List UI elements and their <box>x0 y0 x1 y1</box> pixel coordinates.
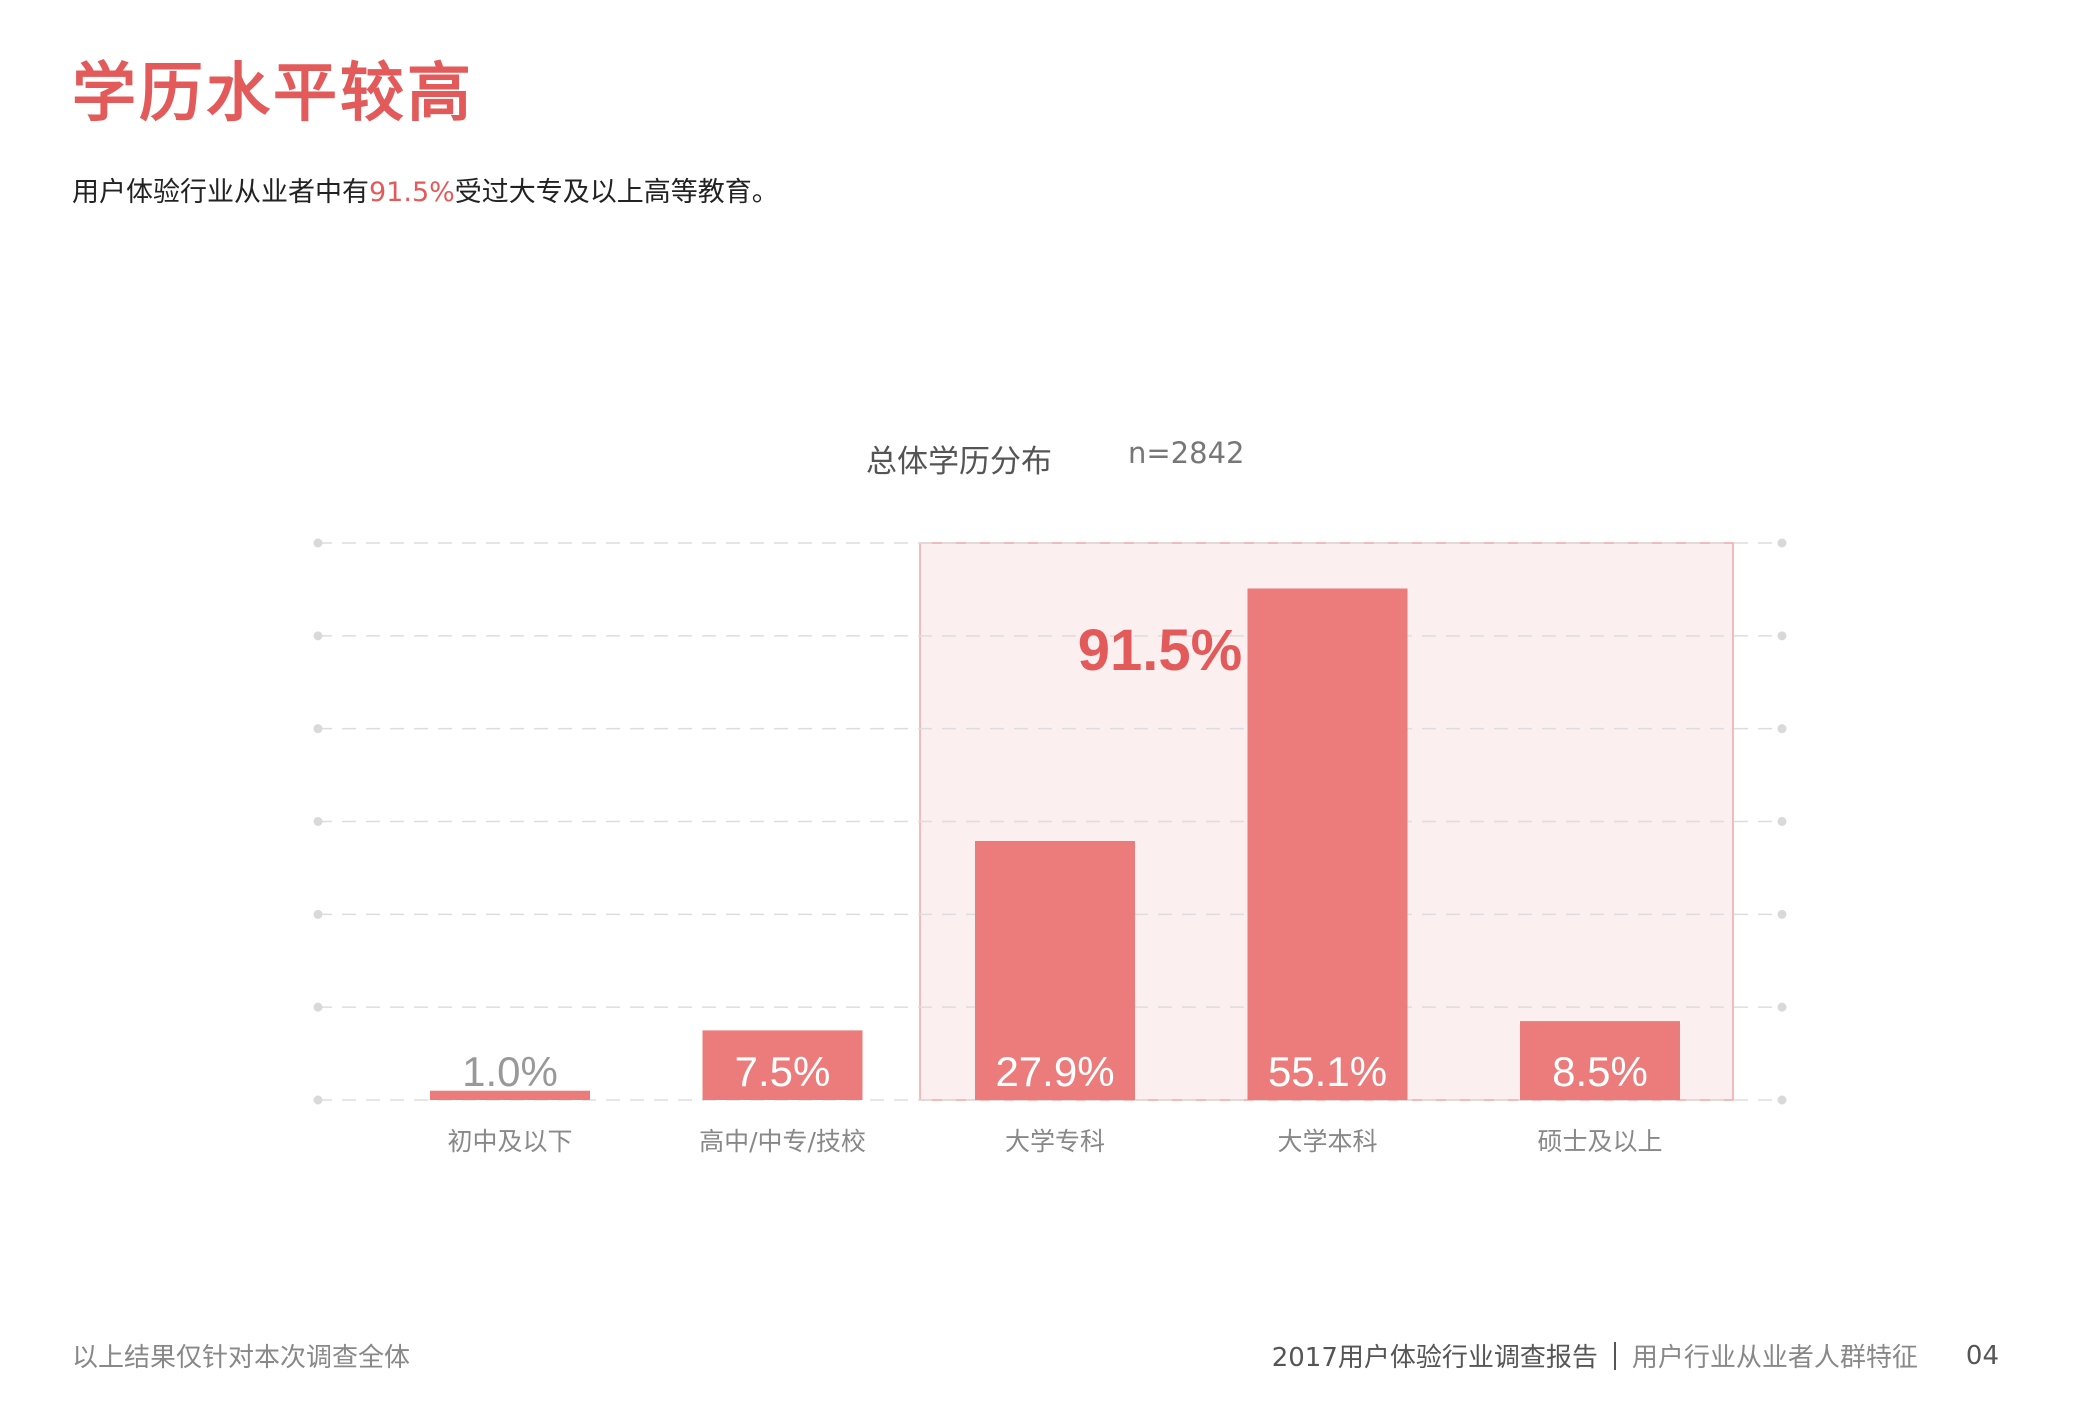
bar <box>975 840 1135 1100</box>
page-subtitle: 用户体验行业从业者中有91.5%受过大专及以上高等教育。 <box>72 177 779 209</box>
footer-divider <box>1613 1341 1616 1370</box>
bar <box>702 1030 863 1100</box>
gridline-dot <box>1777 724 1787 734</box>
gridline-dot <box>1777 817 1787 826</box>
footer-info: 2017用户体验行业调查报告 用户行业从业者人群特征 04 <box>1272 1337 1999 1374</box>
gridline-dot <box>1777 538 1787 548</box>
category-label: 高中/中专/技校 <box>699 1127 866 1156</box>
gridline-dot <box>1777 1002 1787 1012</box>
category-label: 大学本科 <box>1277 1127 1377 1156</box>
gridline-dot <box>1777 1095 1787 1105</box>
bar <box>1247 588 1408 1100</box>
bar-value-label: 27.9% <box>995 1048 1114 1095</box>
gridline-dot <box>313 817 323 826</box>
bar <box>430 1090 590 1100</box>
category-label: 硕士及以上 <box>1537 1127 1662 1156</box>
footer-note: 以上结果仅针对本次调查全体 <box>72 1343 411 1373</box>
gridline-dot <box>1777 631 1787 641</box>
bar <box>1520 1021 1680 1100</box>
chart-title: 总体学历分布 <box>866 444 1052 480</box>
bar-value-label: 7.5% <box>735 1048 831 1095</box>
page-title: 学历水平较高 <box>72 57 474 131</box>
subtitle-post: 受过大专及以上高等教育。 <box>454 177 779 208</box>
footer-report-title: 2017用户体验行业调查报告 <box>1271 1343 1598 1373</box>
gridline-dot <box>313 909 323 919</box>
gridline-dot <box>313 1002 323 1012</box>
gridline-dot <box>313 1095 323 1105</box>
page-number: 04 <box>1965 1340 1999 1371</box>
footer-section-title: 用户行业从业者人群特征 <box>1631 1343 1918 1373</box>
bar-value-label: 8.5% <box>1552 1048 1648 1095</box>
bar-value-label: 1.0% <box>462 1048 558 1095</box>
gridline-dot <box>313 631 323 641</box>
category-label: 大学专科 <box>1005 1127 1105 1156</box>
chart-sample-size: n=2842 <box>1128 436 1245 470</box>
gridline-dot <box>1777 909 1787 919</box>
highlight-total-label: 91.5% <box>1078 618 1242 683</box>
gridline-dot <box>313 538 323 548</box>
subtitle-pre: 用户体验行业从业者中有 <box>72 177 369 208</box>
category-label: 初中及以下 <box>447 1127 572 1156</box>
gridline-dot <box>313 724 323 734</box>
subtitle-highlight: 91.5% <box>369 177 455 208</box>
bar-value-label: 55.1% <box>1268 1048 1387 1095</box>
